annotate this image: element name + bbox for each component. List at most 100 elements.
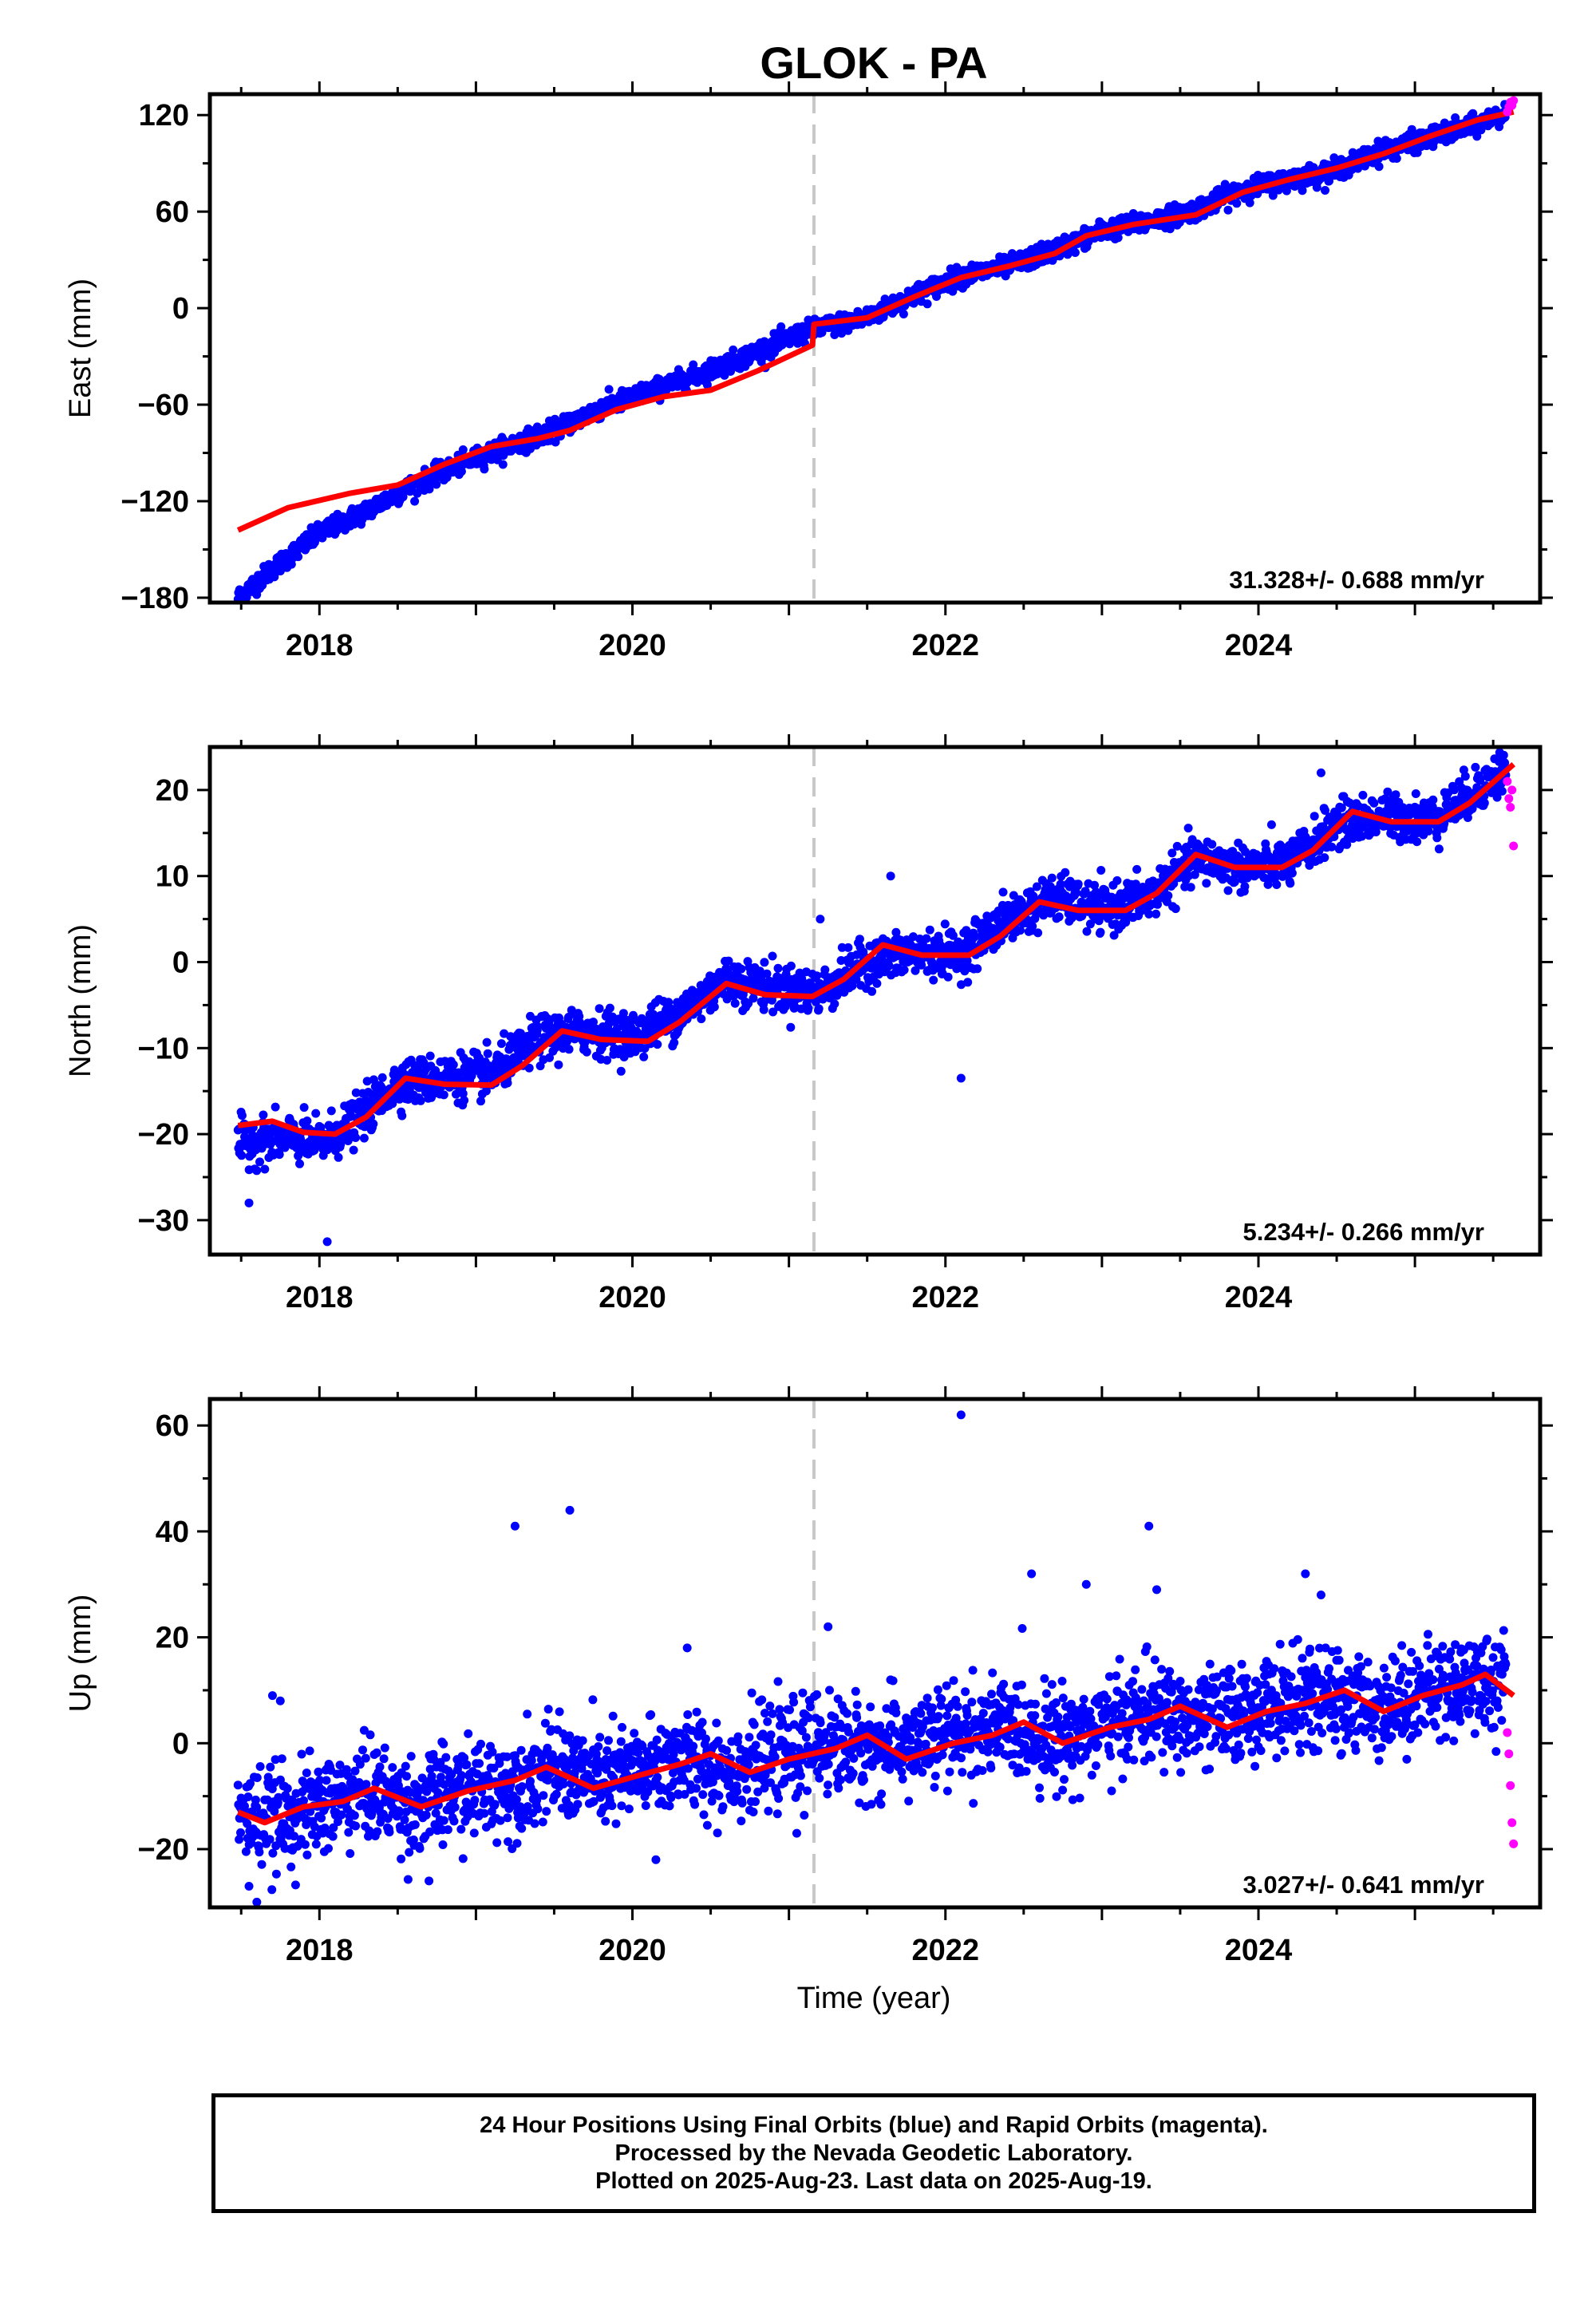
final-point (1070, 248, 1080, 257)
model-curve (236, 109, 1515, 533)
final-point (724, 956, 733, 966)
final-point (1266, 820, 1276, 829)
final-point (855, 935, 864, 944)
final-point (768, 951, 777, 961)
final-point (1223, 886, 1233, 895)
x-tick-label: 2024 (1225, 629, 1293, 662)
final-point (275, 1150, 284, 1160)
final-point (843, 943, 853, 952)
final-point (255, 1157, 264, 1167)
final-point (1230, 877, 1239, 887)
final-point (604, 385, 614, 394)
final-point (456, 467, 466, 476)
final-point (973, 964, 982, 974)
final-point (1321, 186, 1329, 195)
y-tick-label: −180 (120, 582, 189, 615)
final-point (612, 1024, 622, 1034)
final-point (1407, 124, 1416, 134)
final-point (1171, 904, 1180, 914)
final-point (820, 965, 830, 974)
final-point (755, 966, 764, 976)
final-point (1144, 909, 1154, 919)
final-point (1259, 873, 1269, 883)
final-point (963, 978, 973, 987)
final-point (804, 1003, 813, 1013)
final-point (605, 1003, 614, 1013)
final-point (1373, 136, 1383, 146)
x-tick-label: 2018 (286, 629, 354, 662)
final-point (1310, 812, 1319, 821)
y-tick-label: 0 (172, 292, 189, 326)
final-point (252, 1166, 262, 1176)
final-point (830, 999, 839, 1009)
final-point (1240, 882, 1250, 891)
final-point (498, 460, 508, 469)
x-tick-label: 2022 (911, 1281, 979, 1314)
final-point (483, 1049, 492, 1058)
final-point (334, 1152, 343, 1162)
final-point (369, 1119, 378, 1128)
final-point (1080, 887, 1090, 896)
final-point (311, 1109, 321, 1118)
final-point (709, 1002, 719, 1012)
final-point (837, 943, 847, 952)
final-point (780, 1002, 790, 1011)
final-point (432, 480, 441, 489)
final-point (1202, 879, 1211, 888)
x-tick-label: 2020 (598, 1281, 666, 1314)
final-point (294, 552, 303, 562)
final-point (954, 937, 963, 947)
final-point (1468, 109, 1478, 118)
final-point (1165, 224, 1175, 234)
final-point (1321, 806, 1329, 815)
final-point (480, 464, 489, 474)
final-point (1232, 199, 1242, 208)
final-point (1358, 790, 1368, 800)
plot-frame (207, 92, 1543, 605)
final-point (970, 932, 979, 942)
final-point (670, 1038, 679, 1047)
final-point (1287, 868, 1297, 878)
y-tick-label: −120 (120, 485, 189, 519)
final-point (359, 1133, 369, 1143)
final-point (1056, 879, 1065, 889)
final-point (280, 1143, 290, 1152)
final-point (1392, 154, 1401, 163)
final-point (702, 380, 712, 389)
final-point (616, 1066, 626, 1076)
final-orbit-points (233, 748, 1511, 1176)
final-point (948, 931, 958, 940)
final-point (564, 1013, 573, 1022)
final-point (884, 961, 894, 970)
final-point (1082, 927, 1092, 936)
final-point (533, 1022, 543, 1031)
final-point (867, 986, 877, 996)
final-point (260, 1164, 270, 1174)
final-point (1112, 875, 1122, 885)
y-axis-label: North (mm) (64, 924, 97, 1077)
final-point (899, 310, 908, 318)
final-point (589, 1018, 598, 1027)
final-point (1472, 132, 1482, 141)
final-point (929, 975, 938, 985)
final-point (922, 299, 932, 309)
final-point (899, 965, 909, 974)
final-point (845, 958, 855, 967)
final-point (1028, 922, 1037, 931)
final-point (872, 978, 882, 988)
final-point (1286, 879, 1295, 888)
final-point (362, 1077, 372, 1086)
y-tick-label: 0 (172, 946, 189, 979)
final-point (1320, 853, 1329, 863)
final-point (1374, 162, 1384, 172)
x-tick-label: 2020 (598, 629, 666, 662)
final-point (351, 1133, 361, 1142)
final-point (922, 934, 931, 943)
final-point (460, 1096, 469, 1105)
final-point (259, 1110, 268, 1120)
final-point (786, 961, 796, 970)
final-point (1054, 912, 1064, 922)
rapid-orbit-points (1503, 96, 1519, 117)
final-point (1327, 842, 1337, 852)
